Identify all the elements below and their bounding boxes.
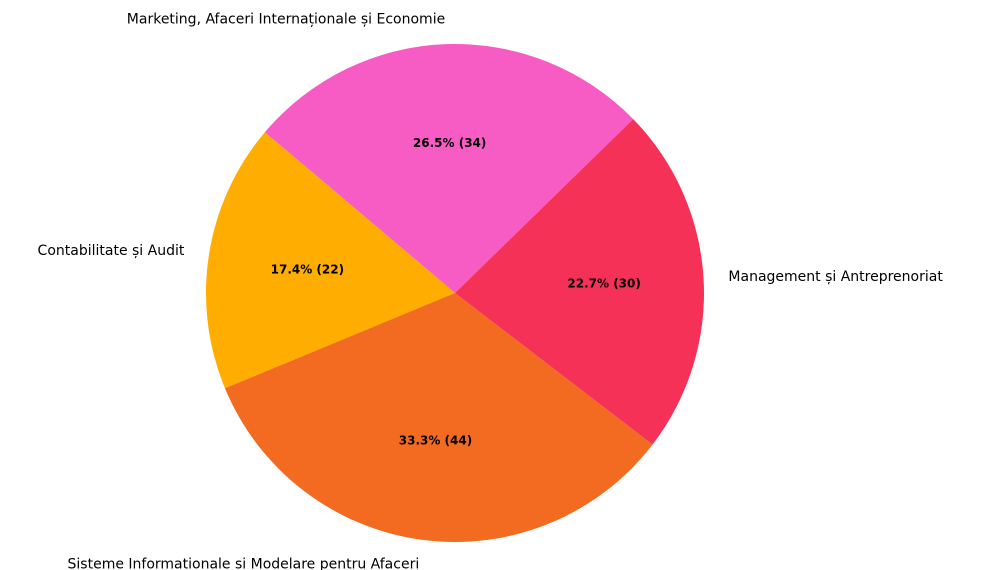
pie-slice xyxy=(455,119,705,445)
slice-label: Contabilitate și Audit xyxy=(38,243,185,259)
value-label: 22.7% (30) xyxy=(567,277,640,291)
slice-label: Sisteme Informationale si Modelare pentr… xyxy=(68,557,420,570)
value-label: 33.3% (44) xyxy=(399,434,472,448)
pie-slice xyxy=(224,293,653,542)
value-label: 26.5% (34) xyxy=(413,136,486,150)
value-label: 17.4% (22) xyxy=(271,263,344,277)
slice-label: Marketing, Afaceri Internaționale și Eco… xyxy=(127,11,445,27)
pie-slice xyxy=(206,132,455,389)
slice-label: Management și Antreprenoriat xyxy=(728,269,943,285)
pie-slice xyxy=(264,43,634,294)
